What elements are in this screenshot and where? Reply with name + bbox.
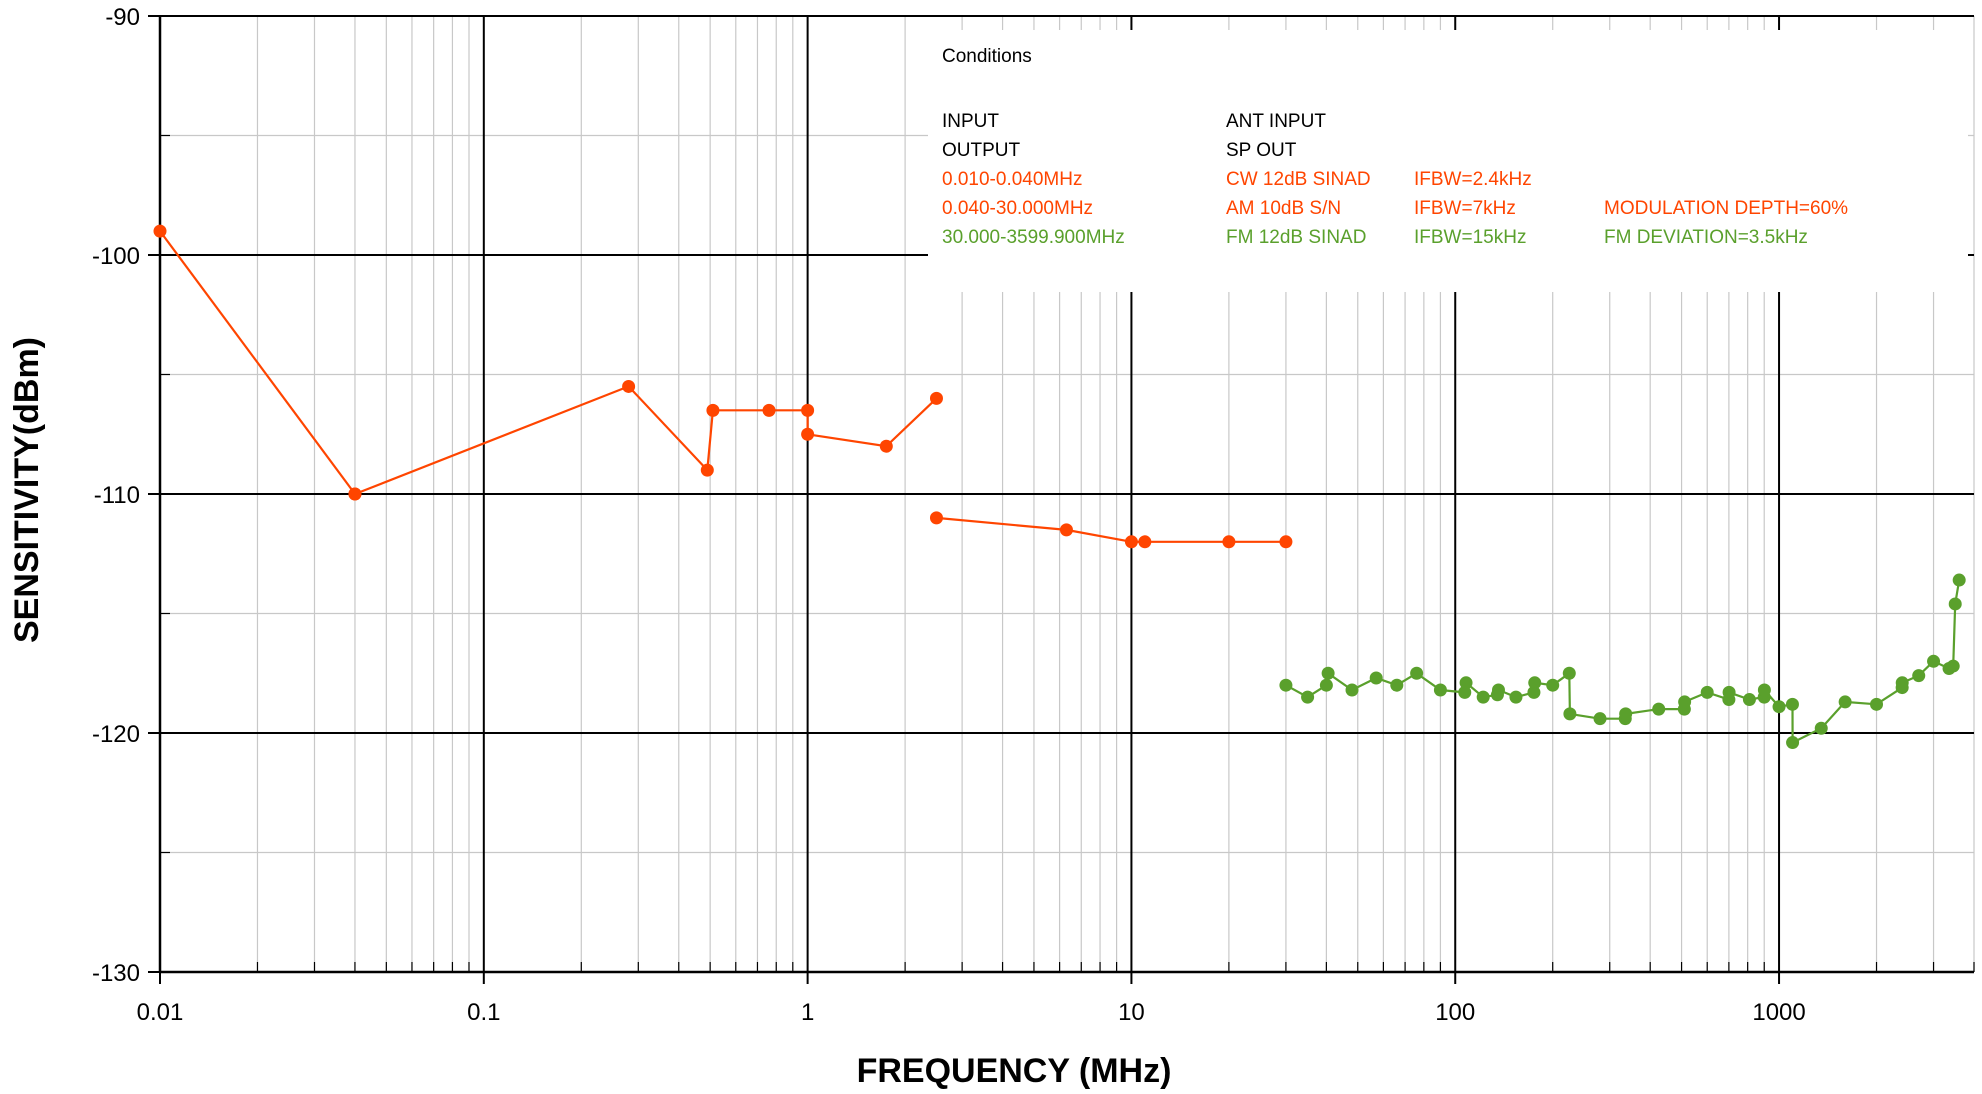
data-point	[1124, 535, 1138, 549]
data-point	[1410, 666, 1424, 680]
series-line	[159, 230, 356, 495]
series-line	[1285, 579, 1961, 745]
axis-layer: 0.01 0.1 1 10 100 1000 -90 -100 -110 -120 -130	[92, 4, 1975, 1026]
conditions-cell: FM DEVIATION=3.5kHz	[1604, 227, 1808, 248]
data-point	[1814, 721, 1828, 735]
conditions-cell: MODULATION DEPTH=60%	[1604, 198, 1848, 219]
data-point	[1786, 736, 1800, 750]
data-point	[762, 403, 776, 417]
data-point	[1952, 573, 1966, 587]
data-point	[1593, 712, 1607, 726]
conditions-cell: IFBW=2.4kHz	[1414, 169, 1532, 190]
data-point	[1678, 695, 1692, 709]
series-line	[354, 385, 938, 496]
data-point	[1927, 654, 1941, 668]
data-point	[929, 391, 943, 405]
data-point	[1742, 693, 1756, 707]
data-point	[1279, 678, 1293, 692]
data-point	[1369, 671, 1383, 685]
x-tick-label: 1000	[1752, 999, 1805, 1026]
conditions-cell: 0.040-30.000MHz	[942, 198, 1093, 219]
data-point	[1895, 676, 1909, 690]
data-point	[348, 487, 362, 501]
data-point	[1946, 659, 1960, 673]
data-point	[801, 403, 815, 417]
conditions-cell: ANT INPUT	[1226, 111, 1326, 132]
data-point	[706, 403, 720, 417]
data-point	[1772, 700, 1786, 714]
data-point	[1722, 685, 1736, 699]
data-point	[1562, 666, 1576, 680]
conditions-cell: IFBW=7kHz	[1414, 198, 1516, 219]
data-point	[1528, 676, 1542, 690]
data-point	[1563, 707, 1577, 721]
data-point	[1509, 690, 1523, 704]
data-point	[1459, 676, 1473, 690]
y-tick-label: -100	[92, 243, 140, 270]
data-point	[622, 379, 636, 393]
data-point	[1870, 697, 1884, 711]
conditions-cell: FM 12dB SINAD	[1226, 227, 1366, 248]
x-tick-label: 0.01	[137, 999, 184, 1026]
data-point	[1838, 695, 1852, 709]
data-point	[1458, 685, 1472, 699]
data-point	[1319, 678, 1333, 692]
y-axis-title: SENSITIVITY(dBm)	[8, 337, 46, 643]
series-layer	[153, 224, 1966, 750]
data-point	[1345, 683, 1359, 697]
conditions-cell: OUTPUT	[942, 140, 1021, 161]
data-point	[1700, 685, 1714, 699]
data-point	[1652, 702, 1666, 716]
x-tick-label: 1	[801, 999, 814, 1026]
data-point	[1279, 535, 1293, 549]
data-point	[1757, 683, 1771, 697]
x-tick-label: 0.1	[467, 999, 500, 1026]
data-point	[1059, 523, 1073, 537]
data-point	[929, 511, 943, 525]
data-point	[879, 439, 893, 453]
conditions-cell: 0.010-0.040MHz	[942, 169, 1082, 190]
data-point	[1138, 535, 1152, 549]
data-point	[1321, 666, 1335, 680]
x-tick-label: 100	[1435, 999, 1475, 1026]
conditions-cell: SP OUT	[1226, 140, 1297, 161]
grid-layer	[159, 15, 1975, 973]
data-point	[1390, 678, 1404, 692]
data-point	[1527, 685, 1541, 699]
data-point	[1222, 535, 1236, 549]
conditions-cell: 30.000-3599.900MHz	[942, 227, 1125, 248]
x-axis-title: FREQUENCY (MHz)	[857, 1052, 1172, 1090]
data-point	[801, 427, 815, 441]
conditions-background	[928, 30, 1968, 292]
conditions-cell: IFBW=15kHz	[1414, 227, 1526, 248]
series-line	[936, 516, 1286, 543]
data-point	[1785, 697, 1799, 711]
data-point	[1912, 669, 1926, 683]
conditions-box: Conditions INPUT ANT INPUT OUTPUT SP OUT 0.01…	[928, 30, 1968, 292]
conditions-cell: AM 10dB S/N	[1226, 198, 1341, 219]
x-tick-label: 10	[1118, 999, 1145, 1026]
conditions-title: Conditions	[942, 46, 1032, 67]
y-tick-label: -110	[94, 482, 140, 509]
y-tick-label: -120	[92, 721, 140, 748]
conditions-cell: INPUT	[942, 111, 999, 132]
data-point	[1619, 707, 1633, 721]
data-point	[1476, 690, 1490, 704]
data-point	[1948, 597, 1962, 611]
y-tick-label: -90	[105, 4, 140, 31]
data-point	[1301, 690, 1315, 704]
data-point	[153, 224, 167, 238]
y-tick-label: -130	[92, 960, 140, 987]
data-point	[1491, 683, 1505, 697]
data-point	[1546, 678, 1560, 692]
data-point	[1433, 683, 1447, 697]
conditions-cell: CW 12dB SINAD	[1226, 169, 1371, 190]
data-point	[700, 463, 714, 477]
